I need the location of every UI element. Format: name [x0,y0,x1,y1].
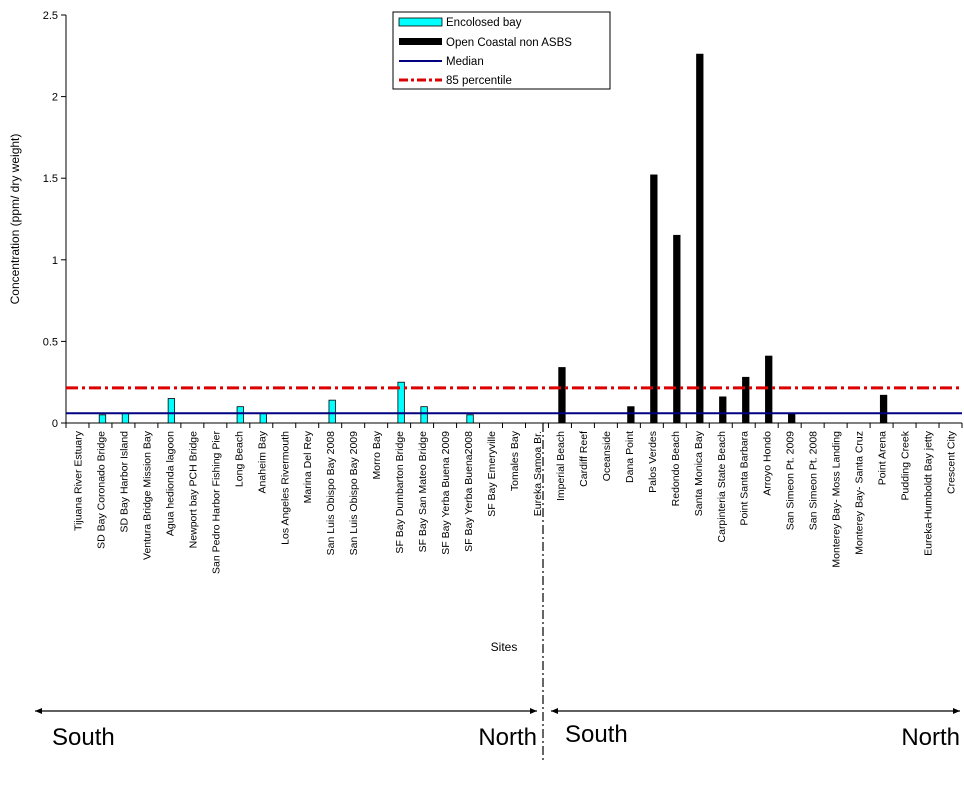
category-label: Palos Verdes [647,431,659,493]
category-label: Cardiff Reef [578,431,590,487]
axes [65,15,962,424]
bar-enclosed-bay [167,398,176,424]
category-label: San Luis Obispo Bay 2009 [348,431,360,555]
legend-swatch-open-coastal [399,38,442,45]
category-label: Los Angeles Rivermouth [279,431,291,545]
bar-open-coastal [719,396,727,424]
category-label: Pudding Creek [900,430,912,500]
y-tick-label: 0.5 [43,336,58,348]
category-label: Anaheim Bay [256,430,268,493]
x-ticks [65,423,963,428]
category-label: Morro Bay [371,430,383,479]
bar-enclosed-bay [121,412,130,424]
category-label: Point Arena [877,431,889,485]
category-label: SF Bay Emeryville [486,431,498,517]
bar-open-coastal [673,234,681,424]
bar-open-coastal [696,53,704,424]
category-label: Point Santa Barbara [739,431,751,526]
y-axis-title: Concentration (ppm/ dry weight) [8,134,22,305]
bar-open-coastal [742,376,750,424]
category-labels: Tijuana River Estuary SD Bay Coronado Bri… [73,430,958,574]
category-label: SF Bay Yerba Buena2008 [463,431,475,552]
right-north-label: North [901,724,960,751]
y-tick-label: 0 [52,418,58,430]
category-label: Santa Monica Bay [693,430,705,516]
category-label: Tijuana River Estuary [73,430,85,531]
category-label: Dana Point [624,431,636,483]
category-label: Monterey Bay- Moss Landing [831,431,843,568]
category-label: Eureka-Humboldt Bay jetty [923,430,935,556]
category-label: San Simeon Pt. 2008 [808,431,820,530]
y-tick-label: 1.5 [43,173,58,185]
category-label: Long Beach [233,431,245,487]
category-label: SD Bay Harbor Island [118,431,130,533]
bar-open-coastal [558,367,566,424]
category-label: San Simeon Pt. 2009 [785,431,797,530]
bar-enclosed-bay [328,399,336,424]
bar-open-coastal [627,406,635,424]
category-label: Redondo Beach [670,431,682,506]
category-label: San Luis Obispo Bay 2008 [325,431,337,555]
legend-swatch-enclosed-bay [398,17,443,27]
bar-enclosed-bay [98,414,107,424]
bar-open-coastal [650,174,658,424]
category-label: Carpinteria State Beach [716,431,728,543]
category-label: Monterey Bay- Santa Cruz [854,431,866,555]
left-south-label: South [52,724,115,751]
bar-open-coastal [788,412,796,424]
y-tick-label: 2.5 [43,10,58,22]
category-label: SF Bay Yerba Buena 2009 [440,431,452,555]
legend-label-open-coastal: Open Coastal non ASBS [446,37,572,49]
category-label: Ventura Bridge Mission Bay [141,430,153,560]
y-ticks: 0 0.5 1 1.5 2 2.5 [43,10,66,430]
category-label: SD Bay Coronado Bridge [96,431,108,549]
y-tick-label: 1 [52,255,58,267]
bar-enclosed-bay [420,406,428,424]
category-label: Agua hedionda lagoon [164,431,176,536]
category-label: Arroyo Hondo [762,431,774,496]
legend-label-median: Median [446,56,484,68]
legend-label-enclosed-bay: Encolosed bay [446,17,522,29]
category-label: Imperial Beach [555,431,567,501]
bar-open-coastal [879,394,888,424]
category-label: Marina Del Rey [302,430,314,503]
bar-enclosed-bay [236,406,244,424]
category-label: Crescent City [946,430,958,494]
y-tick-label: 2 [52,92,58,104]
category-label: Eureka Samoa Br. [532,431,544,516]
category-label: San Pedro Harbor Fishing Pier [210,431,222,574]
category-label: SF Bay Dumbarton Bridge [394,431,406,554]
category-label: SF Bay San Mateo Bridge [417,431,429,553]
left-north-label: North [478,724,537,751]
bar-enclosed-bay [466,414,474,424]
x-axis-title: Sites [491,640,518,654]
bar-open-coastal [765,355,773,424]
reference-lines [66,386,962,415]
bar-enclosed-bay [397,381,405,424]
bar-enclosed-bay [259,412,267,424]
category-label: Newport bay PCH Bridge [187,431,199,548]
bars [98,53,888,424]
right-south-label: South [565,721,628,748]
legend: Encolosed bay Open Coastal non ASBS Medi… [392,11,611,90]
legend-label-85-percentile: 85 percentile [446,75,512,87]
category-label: Oceanside [601,431,613,481]
category-label: Tomales Bay [509,430,521,491]
